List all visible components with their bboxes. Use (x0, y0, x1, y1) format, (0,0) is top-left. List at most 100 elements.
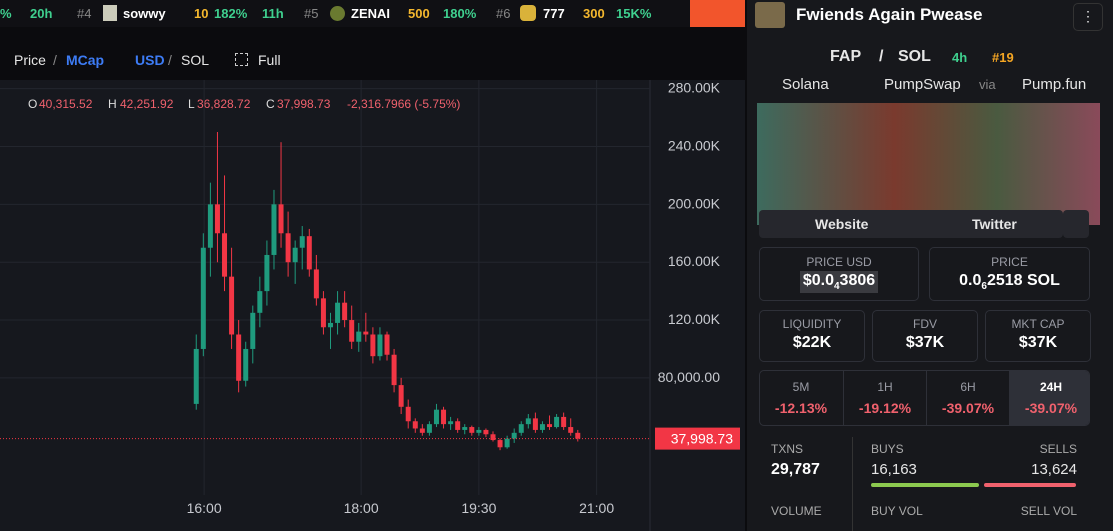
period-tab[interactable]: 6H -39.07% (926, 371, 1009, 425)
candle-body (532, 418, 538, 430)
candle-body (497, 440, 503, 448)
candle-body (554, 416, 560, 428)
txns-value: 29,787 (771, 461, 820, 479)
candle-body (377, 334, 383, 357)
usd-toggle[interactable]: USD (135, 52, 165, 68)
stat-label: PRICE USD (806, 255, 872, 269)
ohlc-label: O (28, 97, 37, 111)
candle-body (490, 434, 496, 441)
chart-bg (0, 80, 745, 531)
candle-body (391, 354, 397, 386)
candle-body (299, 236, 305, 248)
more-links[interactable] (1063, 210, 1089, 238)
candle-body (285, 233, 291, 263)
candle-body (568, 427, 574, 433)
candle-body (539, 424, 545, 430)
y-tick-label: 120.00K (668, 311, 721, 327)
candle-body (306, 236, 312, 270)
buy-vol-label: BUY VOL (871, 504, 923, 518)
candle-body (349, 320, 355, 342)
period-tabs: 5M -12.13% 1H -19.12% 6H -39.07% 24H -39.07% (759, 370, 1090, 426)
mcap-toggle[interactable]: MCap (66, 52, 105, 68)
y-tick-label: 200.00K (668, 195, 721, 211)
candle-body (547, 424, 553, 428)
sells-label: SELLS (1039, 442, 1077, 456)
ohlc-value: 40,315.52 (39, 97, 93, 111)
candle-body (335, 302, 341, 323)
stat-value: $37K (1018, 334, 1058, 351)
x-tick-label: 16:00 (187, 500, 222, 516)
period-label: 5M (792, 380, 810, 394)
candle-body (483, 429, 489, 435)
full-button[interactable]: Full (258, 52, 281, 68)
token-banner (757, 103, 1100, 225)
menu-button[interactable]: ⋮ (1073, 3, 1103, 31)
icon (520, 5, 536, 21)
launchpad[interactable]: Pump.fun (1022, 76, 1087, 93)
ticker-bar: % 20h #4 sowwy 10 182% 11h #5 ZENAI 500 … (0, 0, 745, 27)
candle-body (236, 334, 242, 381)
stat-value: $22K (792, 334, 832, 351)
separator: / (879, 48, 884, 65)
y-tick-label: 240.00K (668, 138, 721, 154)
ticker-boost: 500 (408, 6, 430, 21)
candle-body (419, 428, 425, 433)
quote-symbol: SOL (898, 48, 931, 65)
price-toggle[interactable]: Price (14, 52, 46, 68)
period-tab[interactable]: 1H -19.12% (843, 371, 926, 425)
ticker-change: 182% (214, 6, 248, 21)
period-tab[interactable]: 5M -12.13% (760, 371, 842, 425)
candle-body (575, 432, 581, 439)
period-label: 1H (877, 380, 893, 394)
dex[interactable]: PumpSwap (884, 76, 961, 93)
ticker-rank: #4 (77, 6, 92, 21)
candle-body (469, 427, 475, 433)
ohlc-change: -2,316.7966 (-5.75%) (347, 97, 460, 111)
candle-body (193, 348, 199, 404)
candle-body (398, 385, 404, 407)
pair-row: FAP / SOL 4h #19 (747, 40, 1113, 66)
candle-body (214, 204, 220, 234)
icon (103, 5, 117, 21)
candle-body (243, 348, 249, 381)
candle-body (356, 331, 362, 342)
candle-body (370, 334, 376, 357)
candle-body (313, 269, 319, 299)
y-tick-label: 280.00K (668, 80, 721, 96)
ticker-name[interactable]: sowwy (123, 6, 166, 21)
candle-body (476, 429, 482, 433)
stat-box: FDV $37K (872, 310, 978, 362)
stat-value: $37K (905, 334, 945, 351)
candle-body (511, 432, 517, 439)
ticker-name[interactable]: ZENAI (351, 6, 390, 21)
token-title: Fwiends Again Pwease (796, 5, 983, 24)
twitter-link[interactable]: Twitter (972, 216, 1017, 232)
sol-toggle[interactable]: SOL (181, 52, 210, 68)
y-tick-label: 80,000.00 (658, 369, 720, 385)
hot-button[interactable] (690, 0, 745, 27)
chain[interactable]: Solana (782, 76, 829, 93)
ohlc-label: C (266, 97, 275, 111)
ohlc-value: 36,828.72 (197, 97, 251, 111)
price-tail: 3806 (839, 272, 876, 289)
candle-body (229, 276, 235, 335)
ticker-boost: 300 (583, 6, 605, 21)
candle-body (561, 416, 567, 428)
period-change: -39.07% (1024, 400, 1078, 416)
candle-body (441, 409, 447, 425)
y-tick-label: 160.00K (668, 253, 721, 269)
last-price-label: 37,998.73 (671, 431, 733, 447)
period-tab[interactable]: 24H -39.07% (1009, 371, 1089, 425)
price-zeros: 4 (833, 281, 840, 293)
price-usd-box: PRICE USD $0.043806 (759, 247, 919, 301)
period-label: 6H (960, 380, 976, 394)
ticker-name[interactable]: 777 (543, 6, 565, 21)
ohlc-value: 37,998.73 (277, 97, 331, 111)
via: via (979, 77, 996, 92)
ticker-change: % (0, 6, 12, 21)
website-link[interactable]: Website (815, 216, 869, 232)
price-zeros: 6 (981, 281, 987, 293)
ticker-age: 20h (30, 6, 53, 21)
ohlc-value: 42,251.92 (120, 97, 174, 111)
txns-label: TXNS (771, 442, 804, 456)
